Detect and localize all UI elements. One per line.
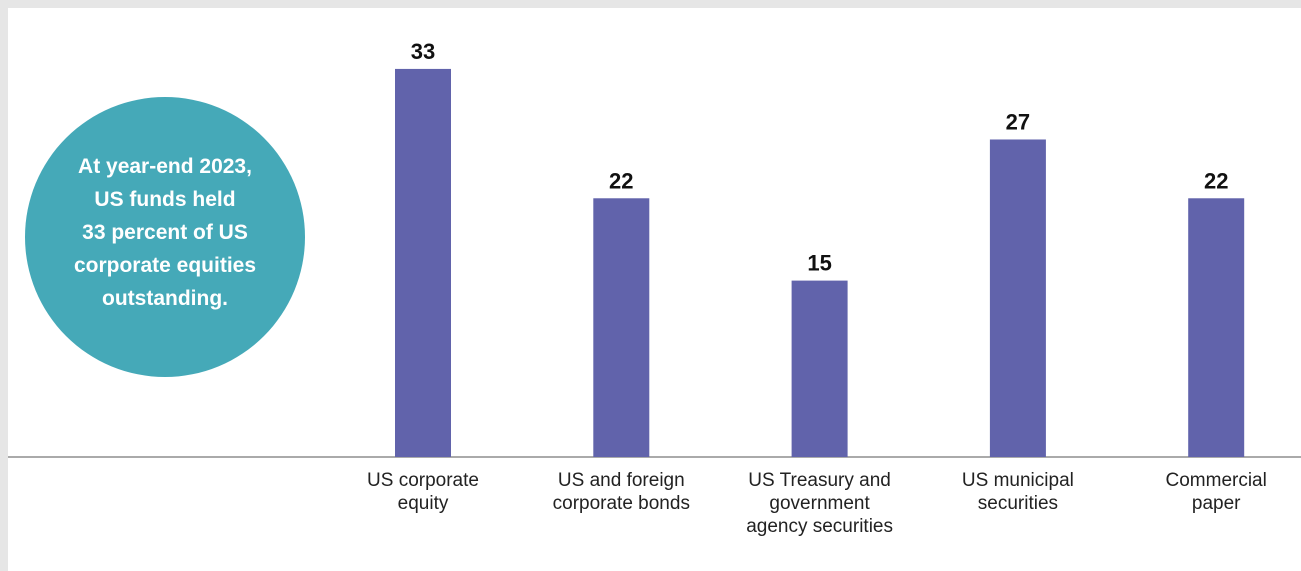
annotation-circle bbox=[25, 97, 305, 377]
value-label: 27 bbox=[1006, 109, 1030, 134]
bar bbox=[1188, 198, 1245, 457]
value-label: 22 bbox=[1204, 168, 1228, 193]
bar bbox=[593, 198, 650, 457]
bar bbox=[395, 68, 451, 458]
category-label: US Treasury and government agency securi… bbox=[746, 470, 893, 537]
category-label: US and foreign corporate bonds bbox=[552, 470, 690, 514]
annotation: At year-end 2023, US funds held 33 perce… bbox=[73, 155, 257, 310]
value-label: 33 bbox=[411, 39, 435, 64]
value-label: 22 bbox=[609, 168, 633, 193]
category-label: Commercial paper bbox=[1165, 470, 1267, 514]
bar bbox=[791, 280, 848, 457]
category-label: US corporate equity bbox=[367, 470, 479, 514]
bar bbox=[989, 139, 1046, 458]
value-label: 15 bbox=[807, 251, 831, 276]
category-label: US municipal securities bbox=[961, 470, 1074, 514]
